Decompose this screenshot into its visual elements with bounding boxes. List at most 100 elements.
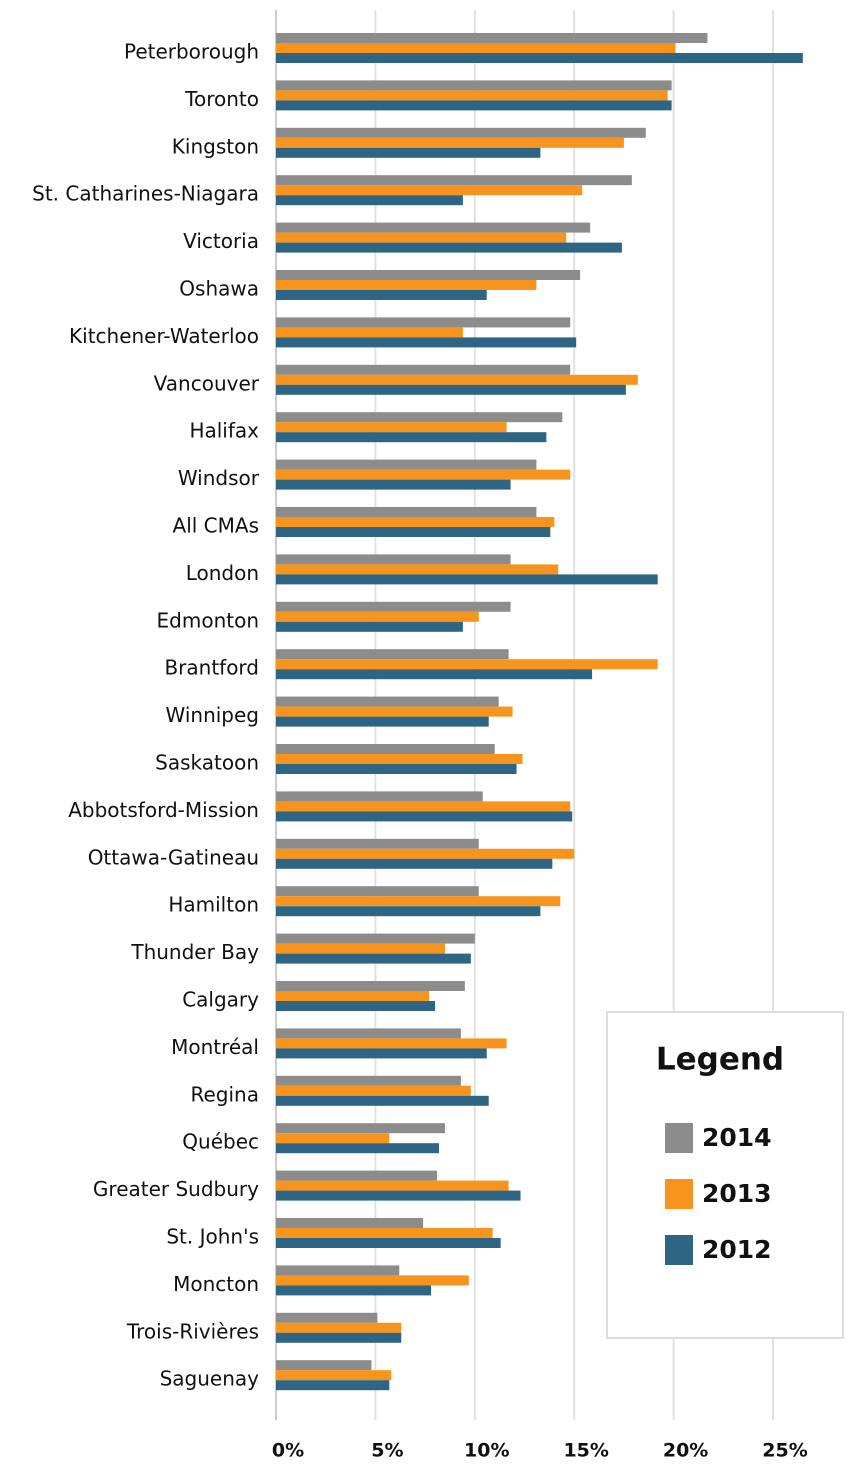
bar: [276, 1170, 438, 1181]
bar: [276, 479, 511, 490]
bar: [276, 621, 463, 632]
bar: [276, 1218, 424, 1228]
bar: [276, 744, 495, 754]
bar: [276, 1370, 392, 1381]
legend-swatch: [665, 1123, 693, 1153]
y-tick-label: Vancouver: [154, 371, 260, 395]
legend-label: 2013: [702, 1179, 772, 1208]
bar: [276, 1322, 402, 1333]
bar: [276, 422, 507, 433]
bar: [276, 981, 465, 991]
y-tick-label: Winnipeg: [166, 703, 260, 727]
bar: [276, 384, 626, 395]
y-tick-label: Abbotsford-Mission: [68, 798, 259, 822]
legend-label: 2014: [702, 1123, 772, 1152]
bar: [276, 90, 668, 101]
bar: [276, 270, 581, 280]
bar: [276, 791, 483, 802]
bar: [276, 811, 573, 822]
y-tick-label: Thunder Bay: [130, 940, 259, 964]
bar: [276, 706, 513, 717]
y-tick-label: Kingston: [172, 134, 259, 158]
bar: [276, 754, 523, 764]
bar: [276, 991, 430, 1001]
x-tick-label: 25%: [762, 1440, 807, 1462]
x-tick-label: 10%: [464, 1440, 509, 1462]
bar: [276, 943, 445, 954]
bar: [276, 1085, 471, 1096]
bar: [276, 1095, 489, 1106]
bar: [276, 364, 571, 375]
bar: [276, 1228, 493, 1238]
y-tick-label: Edmonton: [157, 608, 259, 632]
bar: [276, 933, 475, 944]
y-tick-label: Victoria: [183, 229, 259, 253]
bar: [276, 1285, 432, 1296]
bar: [276, 659, 658, 670]
x-tick-label: 5%: [371, 1440, 403, 1462]
bar: [276, 858, 553, 869]
bar: [276, 896, 561, 907]
bar: [276, 137, 624, 148]
y-tick-label: Saskatoon: [155, 751, 259, 775]
bar: [276, 469, 571, 480]
bar: [276, 906, 541, 917]
bar: [276, 507, 537, 517]
legend-label: 2012: [702, 1235, 772, 1264]
bar: [276, 290, 487, 300]
bar: [276, 669, 593, 680]
bar: [276, 100, 672, 111]
bar: [276, 611, 479, 622]
y-tick-label: Saguenay: [160, 1367, 260, 1391]
bar: [276, 1275, 469, 1286]
y-tick-label: Toronto: [184, 87, 259, 111]
bar: [276, 601, 511, 612]
bar: [276, 43, 676, 53]
bar: [276, 801, 571, 812]
bar: [276, 459, 537, 470]
bar: [276, 280, 537, 290]
bar: [276, 53, 803, 63]
bar: [276, 1075, 461, 1086]
x-tick-label: 20%: [663, 1440, 708, 1462]
bar: [276, 232, 567, 243]
y-tick-label: London: [186, 561, 259, 585]
bar: [276, 1312, 378, 1323]
y-tick-label: Peterborough: [124, 40, 259, 64]
bar: [276, 1123, 445, 1134]
bar: [276, 337, 577, 348]
bar: [276, 317, 571, 328]
bar: [276, 1180, 509, 1191]
bar: [276, 564, 559, 575]
y-tick-label: St. John's: [166, 1225, 259, 1249]
bar: [276, 1028, 461, 1039]
bar: [276, 574, 658, 585]
y-tick-label: Regina: [191, 1082, 260, 1106]
y-tick-label: Halifax: [189, 419, 259, 443]
bar: [276, 195, 463, 206]
bar: [276, 1038, 507, 1049]
bar: [276, 1332, 402, 1343]
bar: [276, 554, 511, 565]
bar: [276, 374, 638, 385]
bar: [276, 1360, 372, 1371]
y-tick-label: Québec: [182, 1130, 259, 1154]
bar: [276, 33, 708, 43]
x-tick-label: 15%: [563, 1440, 608, 1462]
y-tick-label: Montréal: [171, 1035, 259, 1059]
bar: [276, 185, 583, 196]
y-tick-label: Windsor: [178, 466, 260, 490]
bar: [276, 1238, 501, 1248]
bar: [276, 175, 632, 186]
bar: [276, 764, 517, 774]
bar: [276, 1143, 440, 1154]
bar: [276, 327, 463, 338]
y-tick-label: Brantford: [164, 656, 259, 680]
y-tick-label: Ottawa-Gatineau: [88, 845, 259, 869]
bar: [276, 527, 551, 537]
y-tick-label: Hamilton: [168, 893, 259, 917]
x-tick-label: 0%: [272, 1440, 304, 1462]
bar: [276, 222, 591, 233]
bar: [276, 432, 547, 443]
